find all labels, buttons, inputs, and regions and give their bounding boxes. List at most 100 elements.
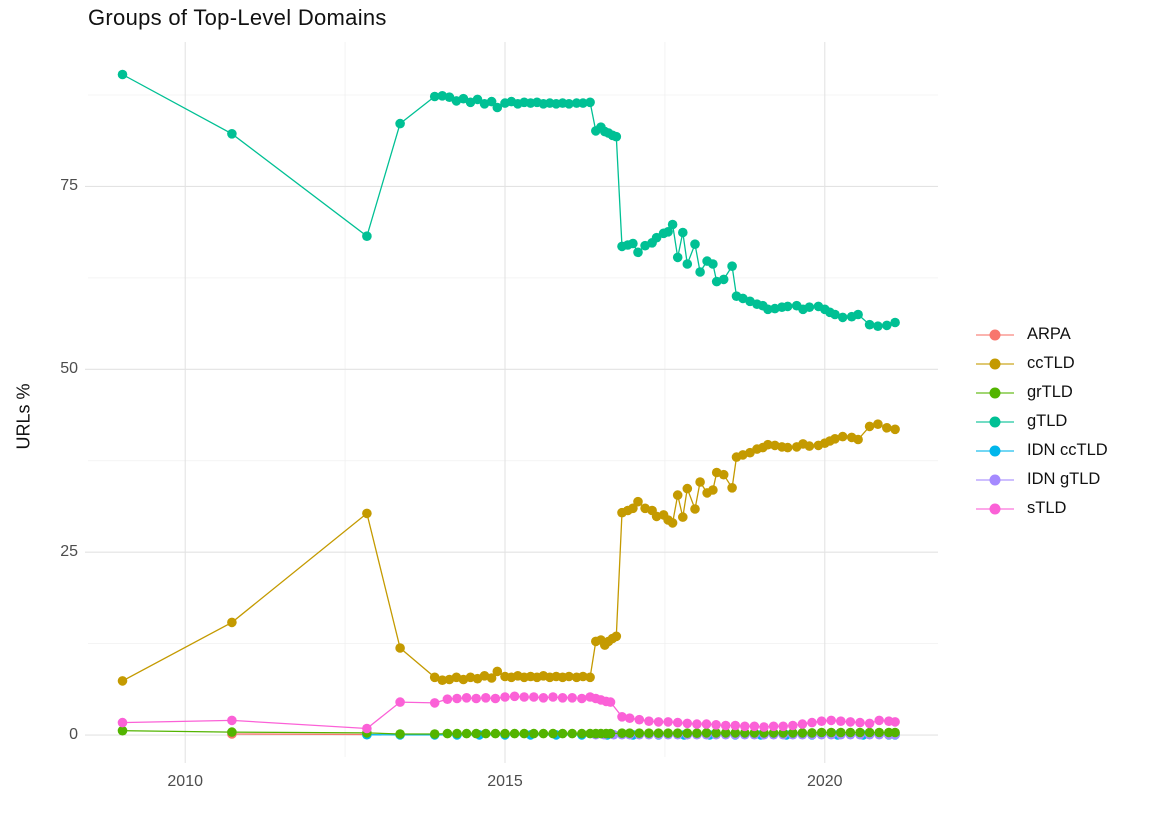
data-point <box>807 717 817 728</box>
data-point <box>578 98 588 108</box>
data-point <box>529 728 539 739</box>
data-point <box>873 419 883 430</box>
data-point <box>564 671 574 682</box>
data-point <box>672 490 683 500</box>
data-point <box>395 643 405 653</box>
y-tick-label: 75 <box>60 177 78 195</box>
data-point <box>577 728 587 739</box>
data-point <box>727 483 737 493</box>
data-point <box>509 691 520 702</box>
legend-label: sTLD <box>1027 499 1067 517</box>
data-point <box>611 631 622 642</box>
data-point <box>490 728 501 739</box>
x-tick-label: 2020 <box>806 773 843 790</box>
data-point <box>227 727 237 737</box>
data-point <box>486 96 497 107</box>
data-point <box>845 727 856 738</box>
data-point <box>678 227 688 238</box>
data-point <box>718 274 729 285</box>
data-point <box>682 728 693 738</box>
data-point <box>853 309 863 320</box>
data-point <box>782 442 793 453</box>
data-point <box>442 694 453 704</box>
data-point <box>826 727 836 738</box>
data-point <box>509 728 520 739</box>
data-point <box>567 728 577 739</box>
data-point <box>701 728 712 738</box>
legend-item-arpa: ARPA <box>976 320 1108 349</box>
data-point <box>605 697 616 707</box>
data-point <box>678 512 688 522</box>
data-point <box>548 692 558 702</box>
data-point <box>362 231 372 241</box>
data-point <box>362 723 372 734</box>
data-point <box>873 321 883 332</box>
data-point <box>624 713 635 723</box>
data-point <box>429 729 440 739</box>
data-point <box>804 302 815 313</box>
data-point <box>634 728 645 738</box>
data-point <box>730 728 741 738</box>
data-point <box>500 692 510 702</box>
data-point <box>481 693 491 703</box>
data-point <box>837 312 848 323</box>
data-point <box>720 728 731 738</box>
data-point <box>727 261 737 272</box>
data-point <box>749 721 760 732</box>
series-line <box>122 73 896 327</box>
legend-label: IDN gTLD <box>1027 470 1101 488</box>
data-point <box>578 671 588 682</box>
legend-line-dot-icon <box>976 416 1014 428</box>
data-point <box>855 717 865 728</box>
legend-line-dot-icon <box>976 445 1014 457</box>
legend-label: gTLD <box>1027 412 1068 430</box>
data-point <box>830 434 840 444</box>
data-point <box>864 718 875 729</box>
data-point <box>227 617 237 628</box>
data-point <box>778 721 788 732</box>
x-tick-label: 2010 <box>167 773 203 790</box>
chart-title: Groups of Top-Level Domains <box>88 5 387 30</box>
data-point <box>690 504 700 514</box>
data-point <box>708 259 718 269</box>
data-point <box>882 423 892 433</box>
series-gtld <box>117 69 900 332</box>
data-point <box>667 219 678 230</box>
y-tick-label: 0 <box>69 726 78 744</box>
data-point <box>864 319 875 330</box>
data-point <box>538 693 549 703</box>
data-point <box>633 247 643 258</box>
data-point <box>816 727 827 738</box>
data-point <box>395 729 405 739</box>
data-point <box>816 716 827 726</box>
data-point <box>864 421 875 432</box>
data-point <box>855 727 865 738</box>
data-point <box>788 720 798 731</box>
data-point <box>605 728 616 739</box>
data-point <box>628 238 638 249</box>
data-point <box>538 728 549 739</box>
data-point <box>667 518 678 528</box>
data-point <box>490 693 501 704</box>
data-point <box>585 672 595 683</box>
data-point <box>471 693 482 704</box>
data-point <box>874 715 884 726</box>
data-point <box>874 727 884 738</box>
data-point <box>663 728 673 738</box>
data-point <box>437 91 448 101</box>
data-point <box>682 718 693 729</box>
data-point <box>890 317 900 328</box>
data-point <box>585 97 595 108</box>
data-point <box>429 672 440 683</box>
data-point <box>117 725 128 736</box>
data-point <box>695 477 705 487</box>
data-point <box>617 728 627 738</box>
data-point <box>864 727 875 738</box>
data-point <box>461 693 472 703</box>
data-point <box>890 727 900 738</box>
data-point <box>708 485 718 495</box>
data-point <box>682 259 693 269</box>
data-point <box>663 717 673 727</box>
data-point <box>437 675 448 685</box>
